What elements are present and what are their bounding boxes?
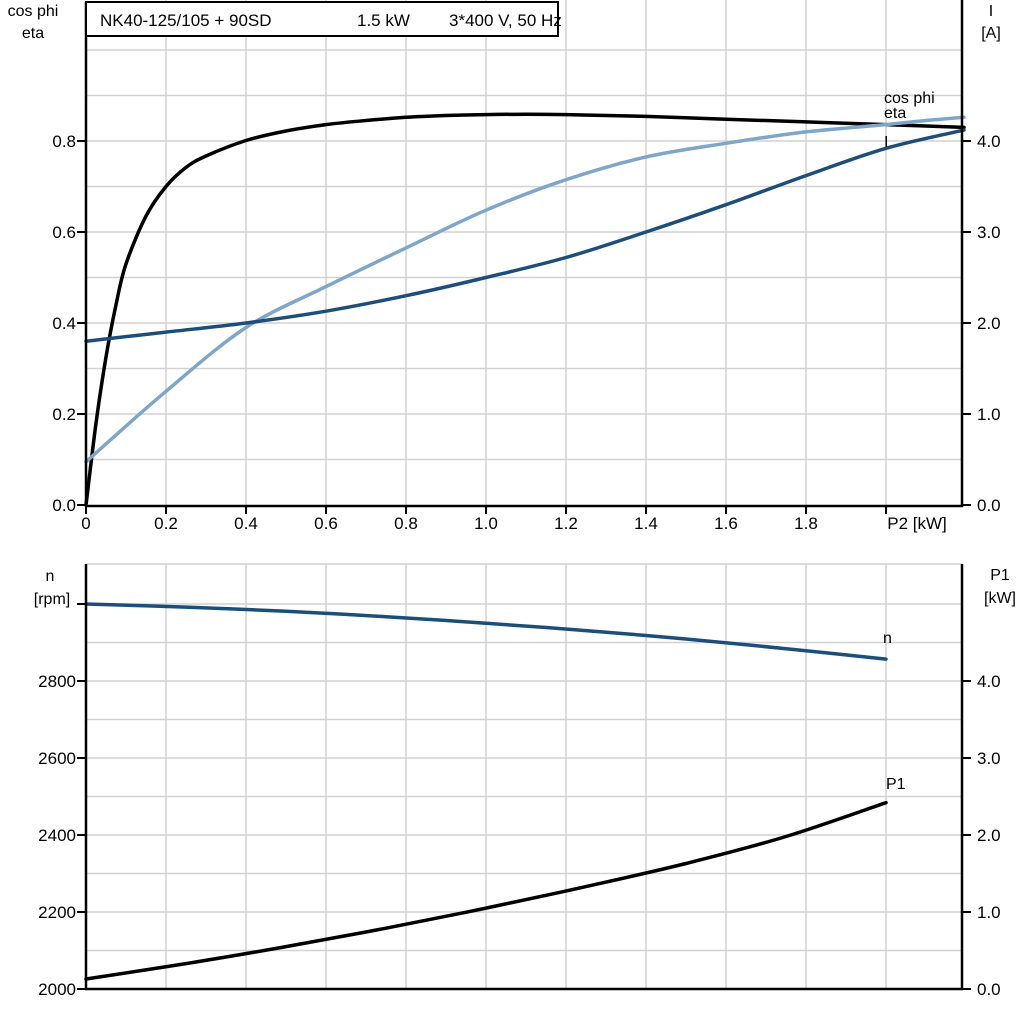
bottom-left-axis-title-line1: n — [46, 568, 55, 585]
top-left-axis-title-line1: cos phi — [8, 3, 59, 20]
top-x-axis-title: P2 [kW] — [887, 514, 947, 533]
top-x-tick-label: 1.2 — [554, 514, 578, 533]
top-left-tick-label: 0.0 — [52, 496, 76, 515]
curve-label-p1: P1 — [886, 776, 906, 793]
top-x-tick-label: 1.0 — [474, 514, 498, 533]
bottom-chart-tick-labels: 2000 2200 2400 2600 2800 0.0 1.0 2.0 3.0 4.0 — [38, 672, 1000, 999]
curve-I — [84, 128, 966, 343]
top-right-tick-label: 3.0 — [977, 223, 1001, 242]
bottom-right-axis-title-line1: P1 — [990, 567, 1010, 584]
top-left-tick-label: 0.4 — [52, 314, 76, 333]
title-box: NK40-125/105 + 90SD 1.5 kW 3*400 V, 50 H… — [85, 1, 562, 37]
bottom-left-tick-label: 2400 — [38, 826, 76, 845]
bottom-left-tick-label: 2600 — [38, 749, 76, 768]
curve-eta — [84, 112, 966, 507]
top-right-axis-title-line2: [A] — [981, 25, 1001, 42]
chart-title-power: 1.5 kW — [357, 11, 410, 30]
top-right-axis-title-line1: I — [989, 3, 993, 20]
top-right-tick-label: 1.0 — [977, 405, 1001, 424]
bottom-left-axis-title-line2: [rpm] — [34, 591, 70, 608]
bottom-right-tick-label: 2.0 — [977, 826, 1001, 845]
top-chart-curves — [84, 112, 966, 507]
top-right-tick-label: 2.0 — [977, 314, 1001, 333]
bottom-right-axis-title-line2: [kW] — [984, 590, 1016, 607]
bottom-left-tick-label: 2200 — [38, 903, 76, 922]
bottom-chart-axes — [77, 564, 971, 991]
curve-label-cos-phi: cos phi — [884, 90, 935, 107]
bottom-chart-curves — [84, 602, 888, 981]
bottom-right-tick-label: 0.0 — [977, 980, 1001, 999]
top-x-tick-label: 0.2 — [154, 514, 178, 533]
top-left-tick-label: 0.2 — [52, 405, 76, 424]
bottom-chart-grid — [85, 563, 963, 989]
top-x-tick-label: 0 — [81, 514, 90, 533]
top-right-tick-label: 4.0 — [977, 132, 1001, 151]
chart-title-voltage: 3*400 V, 50 Hz — [449, 11, 562, 30]
top-chart-grid — [86, 0, 962, 505]
bottom-right-tick-label: 1.0 — [977, 903, 1001, 922]
bottom-left-tick-label: 2800 — [38, 672, 76, 691]
curve-label-speed: n — [883, 630, 892, 647]
bottom-right-tick-label: 3.0 — [977, 749, 1001, 768]
top-left-tick-label: 0.8 — [52, 132, 76, 151]
top-left-tick-label: 0.6 — [52, 223, 76, 242]
curve-cos-phi — [84, 115, 966, 464]
title-box-frame — [85, 1, 559, 37]
top-x-tick-label: 1.8 — [794, 514, 818, 533]
top-chart-axes — [77, 0, 971, 514]
top-right-tick-label: 0.0 — [977, 496, 1001, 515]
curve-P1 — [84, 800, 888, 981]
top-x-tick-label: 0.4 — [234, 514, 258, 533]
top-x-tick-label: 0.8 — [394, 514, 418, 533]
bottom-left-tick-label: 2000 — [38, 980, 76, 999]
top-x-tick-label: 0.6 — [314, 514, 338, 533]
bottom-right-tick-label: 4.0 — [977, 672, 1001, 691]
curve-label-current: I — [884, 134, 888, 151]
top-x-tick-label: 1.6 — [714, 514, 738, 533]
top-chart-tick-labels: 0.0 0.2 0.4 0.6 0.8 0.0 1.0 2.0 3.0 4.0 0 0.2 0.4 0.6… — [52, 132, 1000, 533]
top-left-axis-title-line2: eta — [22, 25, 44, 42]
chart-title-pump: NK40-125/105 + 90SD — [100, 11, 272, 30]
top-x-tick-label: 1.4 — [634, 514, 658, 533]
curve-label-eta: eta — [884, 105, 906, 122]
curve-n — [84, 602, 888, 661]
